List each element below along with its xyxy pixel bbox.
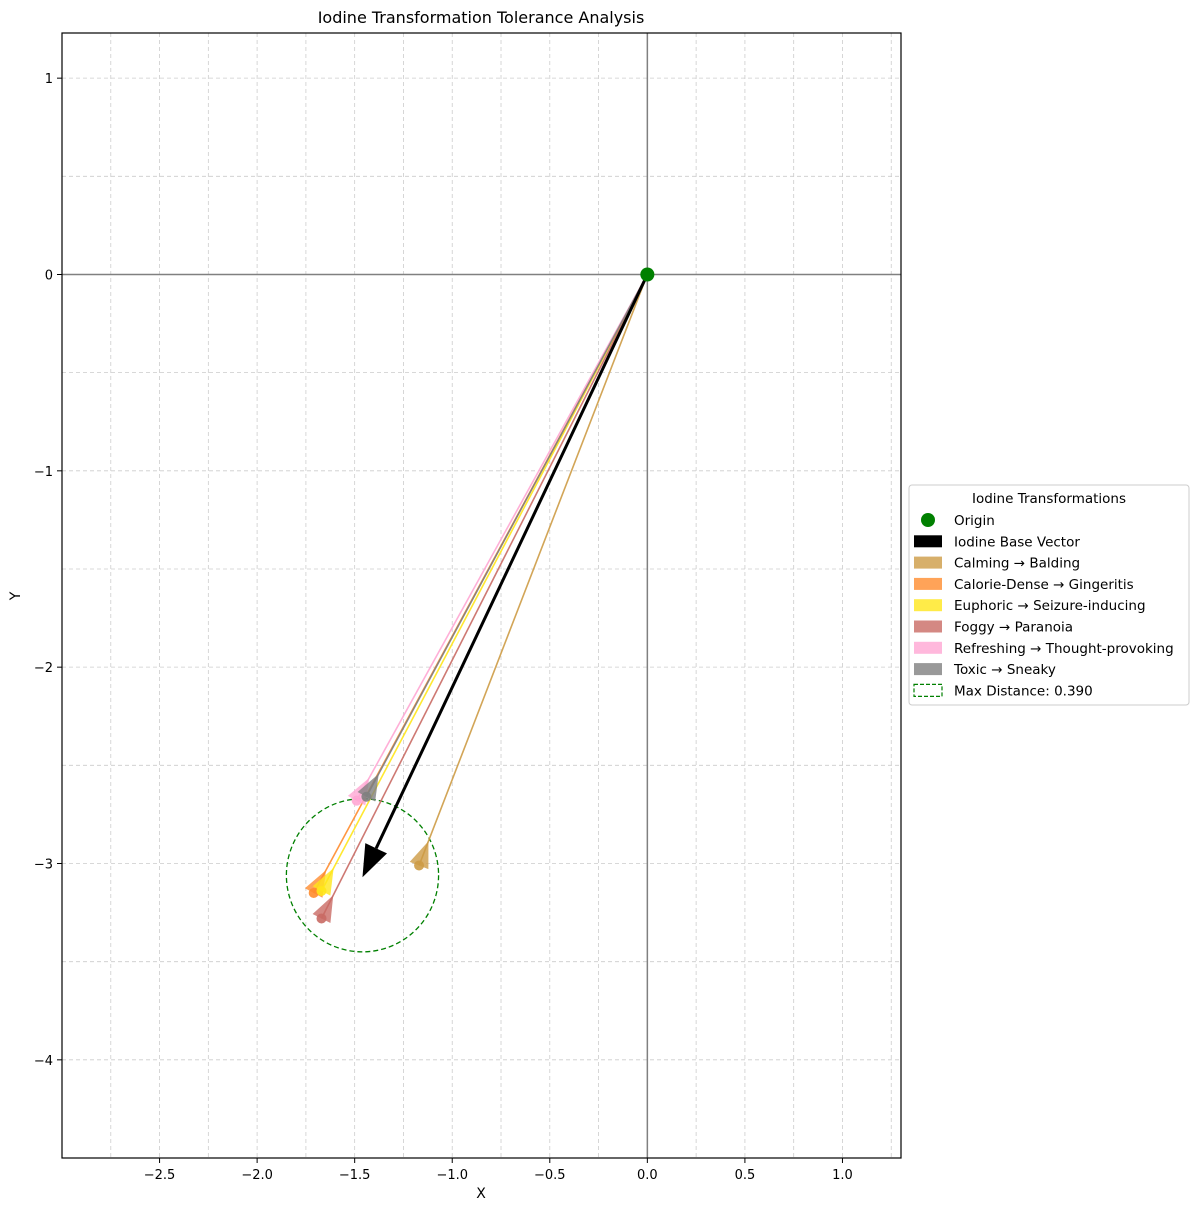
vector-refreshing-thought-provoking-endpoint bbox=[351, 795, 362, 806]
y-tick-label: 0 bbox=[45, 268, 53, 283]
zero-lines bbox=[62, 33, 901, 1158]
legend-swatch bbox=[914, 620, 942, 633]
legend-box bbox=[908, 484, 1190, 706]
legend-swatch bbox=[914, 577, 942, 590]
y-tick-label: −1 bbox=[34, 465, 53, 480]
vector-foggy-paranoia bbox=[312, 274, 649, 924]
legend-label: Max Distance: 0.390 bbox=[954, 683, 1093, 699]
plot-frame bbox=[61, 32, 902, 1159]
iodine-base-vector-shaft bbox=[374, 273, 649, 849]
y-axis-title: Y bbox=[8, 591, 24, 601]
vector-calming-balding bbox=[409, 274, 649, 871]
legend-title: Iodine Transformations bbox=[972, 491, 1126, 507]
legend: Iodine Transformations Origin Iodine Base… bbox=[908, 484, 1190, 706]
legend-label: Foggy → Paranoia bbox=[954, 620, 1073, 636]
x-tick-label: 1.0 bbox=[832, 1168, 853, 1183]
y-tick-label: −3 bbox=[34, 857, 53, 872]
legend-entry: Max Distance: 0.390 bbox=[913, 683, 1093, 699]
x-tick-label: −0.5 bbox=[534, 1168, 566, 1183]
grid bbox=[62, 33, 901, 1158]
x-tick-label: −1.0 bbox=[436, 1168, 468, 1183]
iodine-base-vector bbox=[362, 273, 649, 878]
y-tick-label: −2 bbox=[34, 661, 53, 676]
max-distance-circle bbox=[285, 798, 440, 953]
legend-swatch bbox=[914, 535, 942, 548]
iodine-base-vector-head bbox=[362, 843, 388, 878]
vector-euphoric-seizure-inducing-endpoint bbox=[316, 885, 327, 896]
x-tick-label: 0.5 bbox=[735, 1168, 756, 1183]
legend-entry: Toxic → Sneaky bbox=[914, 662, 1056, 678]
vector-calming-balding-endpoint bbox=[414, 860, 425, 871]
legend-swatch bbox=[914, 556, 942, 569]
x-tick-label: 0.0 bbox=[637, 1168, 658, 1183]
origin-marker bbox=[640, 267, 655, 282]
vector-foggy-paranoia-endpoint bbox=[316, 913, 327, 924]
legend-swatch bbox=[914, 599, 942, 612]
legend-entry: Calming → Balding bbox=[914, 556, 1080, 572]
legend-entry: Iodine Base Vector bbox=[914, 534, 1080, 550]
x-tick-label: −2.5 bbox=[144, 1168, 176, 1183]
vector-toxic-sneaky-endpoint bbox=[361, 791, 372, 802]
legend-entry: Calorie-Dense → Gingeritis bbox=[914, 577, 1134, 593]
legend-entry: Euphoric → Seizure-inducing bbox=[914, 598, 1146, 614]
legend-entry: Foggy → Paranoia bbox=[914, 620, 1073, 636]
vector-toxic-sneaky-shaft bbox=[365, 274, 649, 798]
legend-entry: Refreshing → Thought-provoking bbox=[914, 641, 1174, 657]
y-axis-ticks: 1 0 −1 −2 −3 −4 bbox=[34, 72, 62, 1069]
legend-label: Calorie-Dense → Gingeritis bbox=[954, 577, 1134, 593]
plot-area bbox=[61, 32, 902, 1159]
x-axis-ticks: −2.5 −2.0 −1.5 −1.0 −0.5 0.0 0.5 1.0 bbox=[144, 1158, 853, 1183]
x-axis-title: X bbox=[476, 1186, 486, 1202]
legend-swatch-dashed bbox=[913, 683, 943, 698]
legend-label: Origin bbox=[954, 513, 995, 529]
vector-calorie-dense-gingeritis-endpoint bbox=[308, 887, 319, 898]
vectors bbox=[304, 273, 649, 924]
vector-toxic-sneaky bbox=[357, 274, 649, 802]
legend-items: Origin Iodine Base Vector Calming → Baldin… bbox=[913, 513, 1174, 699]
max-distance-circle-layer bbox=[285, 798, 440, 953]
legend-entry: Origin bbox=[921, 513, 995, 529]
chart-title: Iodine Transformation Tolerance Analysis bbox=[318, 8, 645, 27]
vector-calming-balding-shaft bbox=[418, 274, 649, 866]
legend-swatch bbox=[914, 663, 942, 676]
legend-label: Refreshing → Thought-provoking bbox=[954, 641, 1174, 657]
legend-label: Toxic → Sneaky bbox=[953, 662, 1056, 678]
legend-label: Calming → Balding bbox=[954, 556, 1080, 572]
origin-layer bbox=[640, 267, 655, 282]
legend-label: Euphoric → Seizure-inducing bbox=[954, 598, 1146, 614]
x-tick-label: −1.5 bbox=[339, 1168, 371, 1183]
y-tick-label: −4 bbox=[34, 1054, 53, 1069]
legend-label: Iodine Base Vector bbox=[954, 534, 1080, 550]
vector-refreshing-thought-provoking-shaft bbox=[355, 274, 649, 802]
vector-foggy-paranoia-shaft bbox=[320, 274, 649, 919]
y-tick-label: 1 bbox=[45, 72, 53, 87]
legend-swatch-marker bbox=[921, 513, 935, 527]
x-tick-label: −2.0 bbox=[241, 1168, 273, 1183]
legend-swatch bbox=[914, 641, 942, 654]
vector-calming-balding-head bbox=[409, 841, 429, 870]
plot-background bbox=[62, 33, 901, 1158]
